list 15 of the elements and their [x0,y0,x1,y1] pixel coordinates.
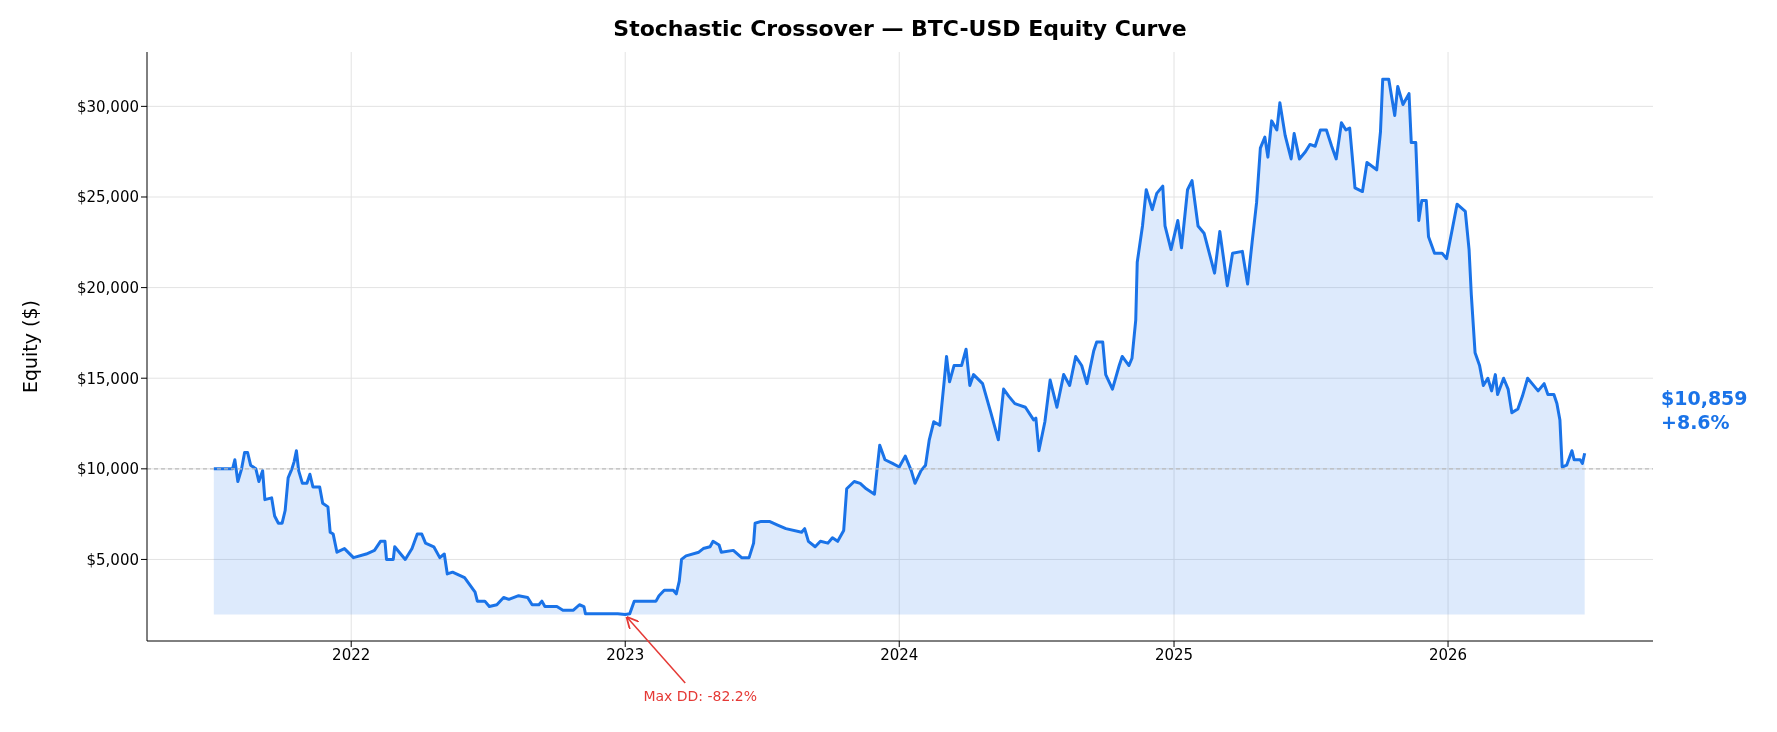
x-tick-label: 2024 [880,645,919,664]
y-tick-label: $15,000 [76,369,139,388]
x-tick-label: 2025 [1154,645,1194,664]
y-tick-label: $25,000 [76,188,139,207]
y-tick-label: $5,000 [86,550,139,569]
y-tick-label: $20,000 [76,278,139,297]
x-tick-label: 2026 [1428,645,1468,664]
chart-title: Stochastic Crossover — BTC-USD Equity Curve [612,16,1188,41]
y-tick-label: $10,000 [76,460,139,479]
x-tick-label: 2023 [606,645,645,664]
y-axis-title: Equity ($) [18,299,41,394]
annotation: Max DD: -82.2% [643,688,758,704]
text: $10,859 +8.6% [1661,387,1748,434]
y-tick-label: $30,000 [76,97,139,116]
x-tick-label: 2022 [332,645,371,664]
